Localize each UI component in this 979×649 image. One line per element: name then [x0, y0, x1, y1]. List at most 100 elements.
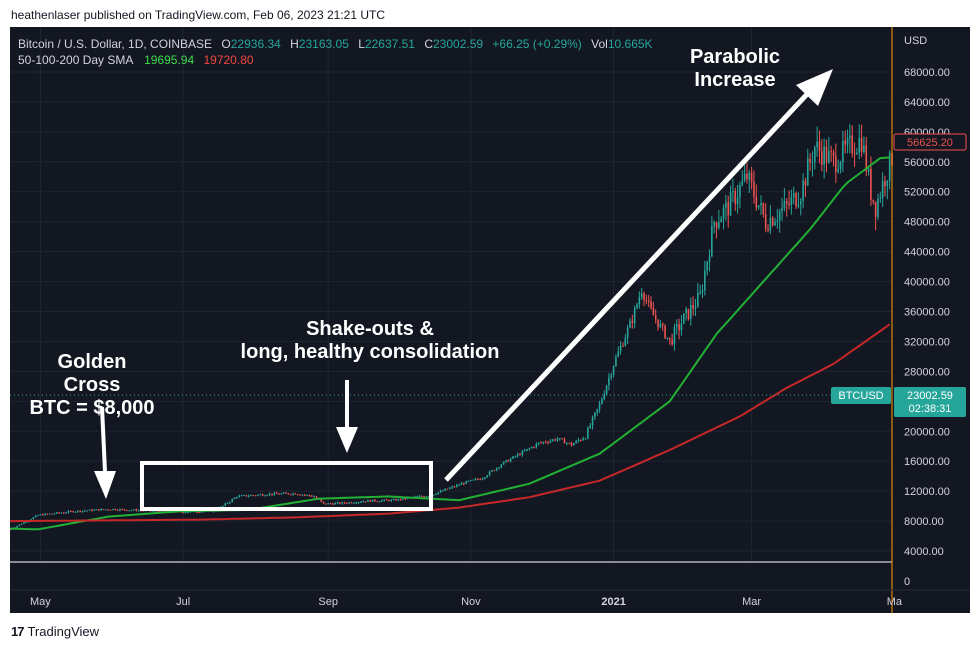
candle-body [18, 524, 21, 526]
candle-body [310, 495, 313, 497]
candle-body [404, 497, 407, 499]
candle-body [790, 197, 793, 205]
candle-body [755, 196, 758, 208]
candle-body [444, 488, 446, 491]
candle-body [299, 494, 301, 496]
candle-body [792, 193, 795, 198]
candle-body [250, 495, 252, 497]
candle-body [364, 501, 367, 503]
currency-label: USD [904, 35, 927, 47]
candle-body [877, 198, 879, 218]
candle-body [137, 510, 140, 512]
candle-body [128, 510, 131, 512]
candle-body [888, 152, 891, 181]
candle-body [63, 512, 65, 514]
candle-body [481, 478, 484, 480]
candle-body [381, 500, 383, 502]
publisher-line: heathenlaser published on TradingView.co… [11, 8, 386, 22]
candle-body [72, 511, 74, 513]
candle-body [603, 394, 606, 400]
candle-body [846, 137, 849, 145]
x-tick-label: Nov [461, 596, 481, 608]
candle-body [697, 292, 699, 307]
candle-body [392, 499, 395, 501]
candle-body [860, 137, 863, 152]
candle-body [240, 495, 243, 497]
legend-sma-green: 19695.94 [144, 53, 194, 67]
candle-body [533, 446, 535, 448]
candle-body [458, 484, 460, 486]
candle-body [601, 399, 603, 404]
candle-body [367, 500, 369, 502]
candle-body [587, 427, 589, 439]
legend-close-value: 23002.59 [433, 37, 483, 51]
candle-body [764, 214, 767, 229]
candle-body [109, 509, 112, 511]
candle-body [226, 503, 229, 505]
candle-body [39, 514, 42, 516]
y-tick-label: 56000.00 [904, 157, 950, 169]
candle-body [495, 467, 498, 471]
candle-body [523, 450, 526, 452]
candle-body [594, 412, 596, 418]
candle-body [521, 451, 524, 456]
candle-body [442, 490, 444, 492]
time-axis[interactable]: May Jul Sep Nov 2021 Mar Ma [30, 596, 903, 608]
candle-body [563, 439, 566, 444]
candle-body [32, 517, 35, 520]
candle-body [879, 197, 882, 199]
legend-line-2: 50-100-200 Day SMA 19695.94 19720.80 [18, 53, 254, 67]
candle-body [292, 493, 294, 495]
candle-body [257, 494, 259, 496]
candle-body [514, 456, 517, 458]
legend-line-1: Bitcoin / U.S. Dollar, 1D, COINBASE O229… [18, 37, 653, 51]
candle-body [657, 319, 659, 328]
candle-body [53, 513, 56, 515]
sma-50-line [10, 156, 890, 531]
candle-body [336, 502, 339, 504]
x-tick-label: Jul [176, 596, 190, 608]
candle-body [112, 509, 114, 511]
candle-body [486, 475, 489, 478]
candle-body [418, 495, 421, 497]
parabolic-line-2: Increase [694, 69, 776, 91]
legend-low-label: L [358, 37, 365, 51]
y-tick-label: 36000.00 [904, 307, 950, 319]
tradingview-logo-icon: 17 [11, 624, 25, 639]
candle-body [88, 509, 91, 511]
candle-body [804, 180, 807, 186]
candle-body [182, 512, 184, 514]
bar-countdown: 02:38:31 [909, 403, 952, 415]
candle-body [329, 503, 332, 505]
candle-body [74, 511, 77, 513]
candle-body [851, 135, 854, 154]
candle-body [760, 203, 762, 206]
chart-frame[interactable]: 0 4000.00 8000.00 12000.00 16000.00 20000.00 2… [10, 27, 970, 613]
candle-body [849, 135, 851, 138]
candle-body [591, 417, 594, 426]
candle-body [757, 205, 760, 208]
candle-body [25, 521, 28, 523]
candle-body [568, 442, 570, 444]
candle-body [264, 495, 266, 497]
candle-body [456, 484, 458, 487]
tradingview-logo[interactable]: 17 TradingView [11, 624, 99, 639]
candle-body [357, 502, 360, 504]
legend-open-label: O [221, 37, 230, 51]
candle-body [652, 308, 655, 316]
candle-body [746, 173, 748, 180]
sma-lines [10, 156, 891, 531]
candle-body [34, 515, 37, 518]
candle-body [835, 155, 837, 172]
candle-body [46, 513, 49, 515]
last-price-tag: 23002.59 02:38:31 [894, 387, 966, 417]
candle-body [376, 501, 379, 503]
price-chart[interactable]: 0 4000.00 8000.00 12000.00 16000.00 20000.00 2… [10, 27, 970, 613]
candle-body [233, 497, 236, 500]
candle-body [348, 502, 351, 504]
candle-body [605, 385, 608, 395]
candle-body [449, 487, 451, 489]
candle-body [715, 222, 718, 228]
candle-body [432, 494, 435, 496]
legend-sma-red: 19720.80 [203, 53, 253, 67]
